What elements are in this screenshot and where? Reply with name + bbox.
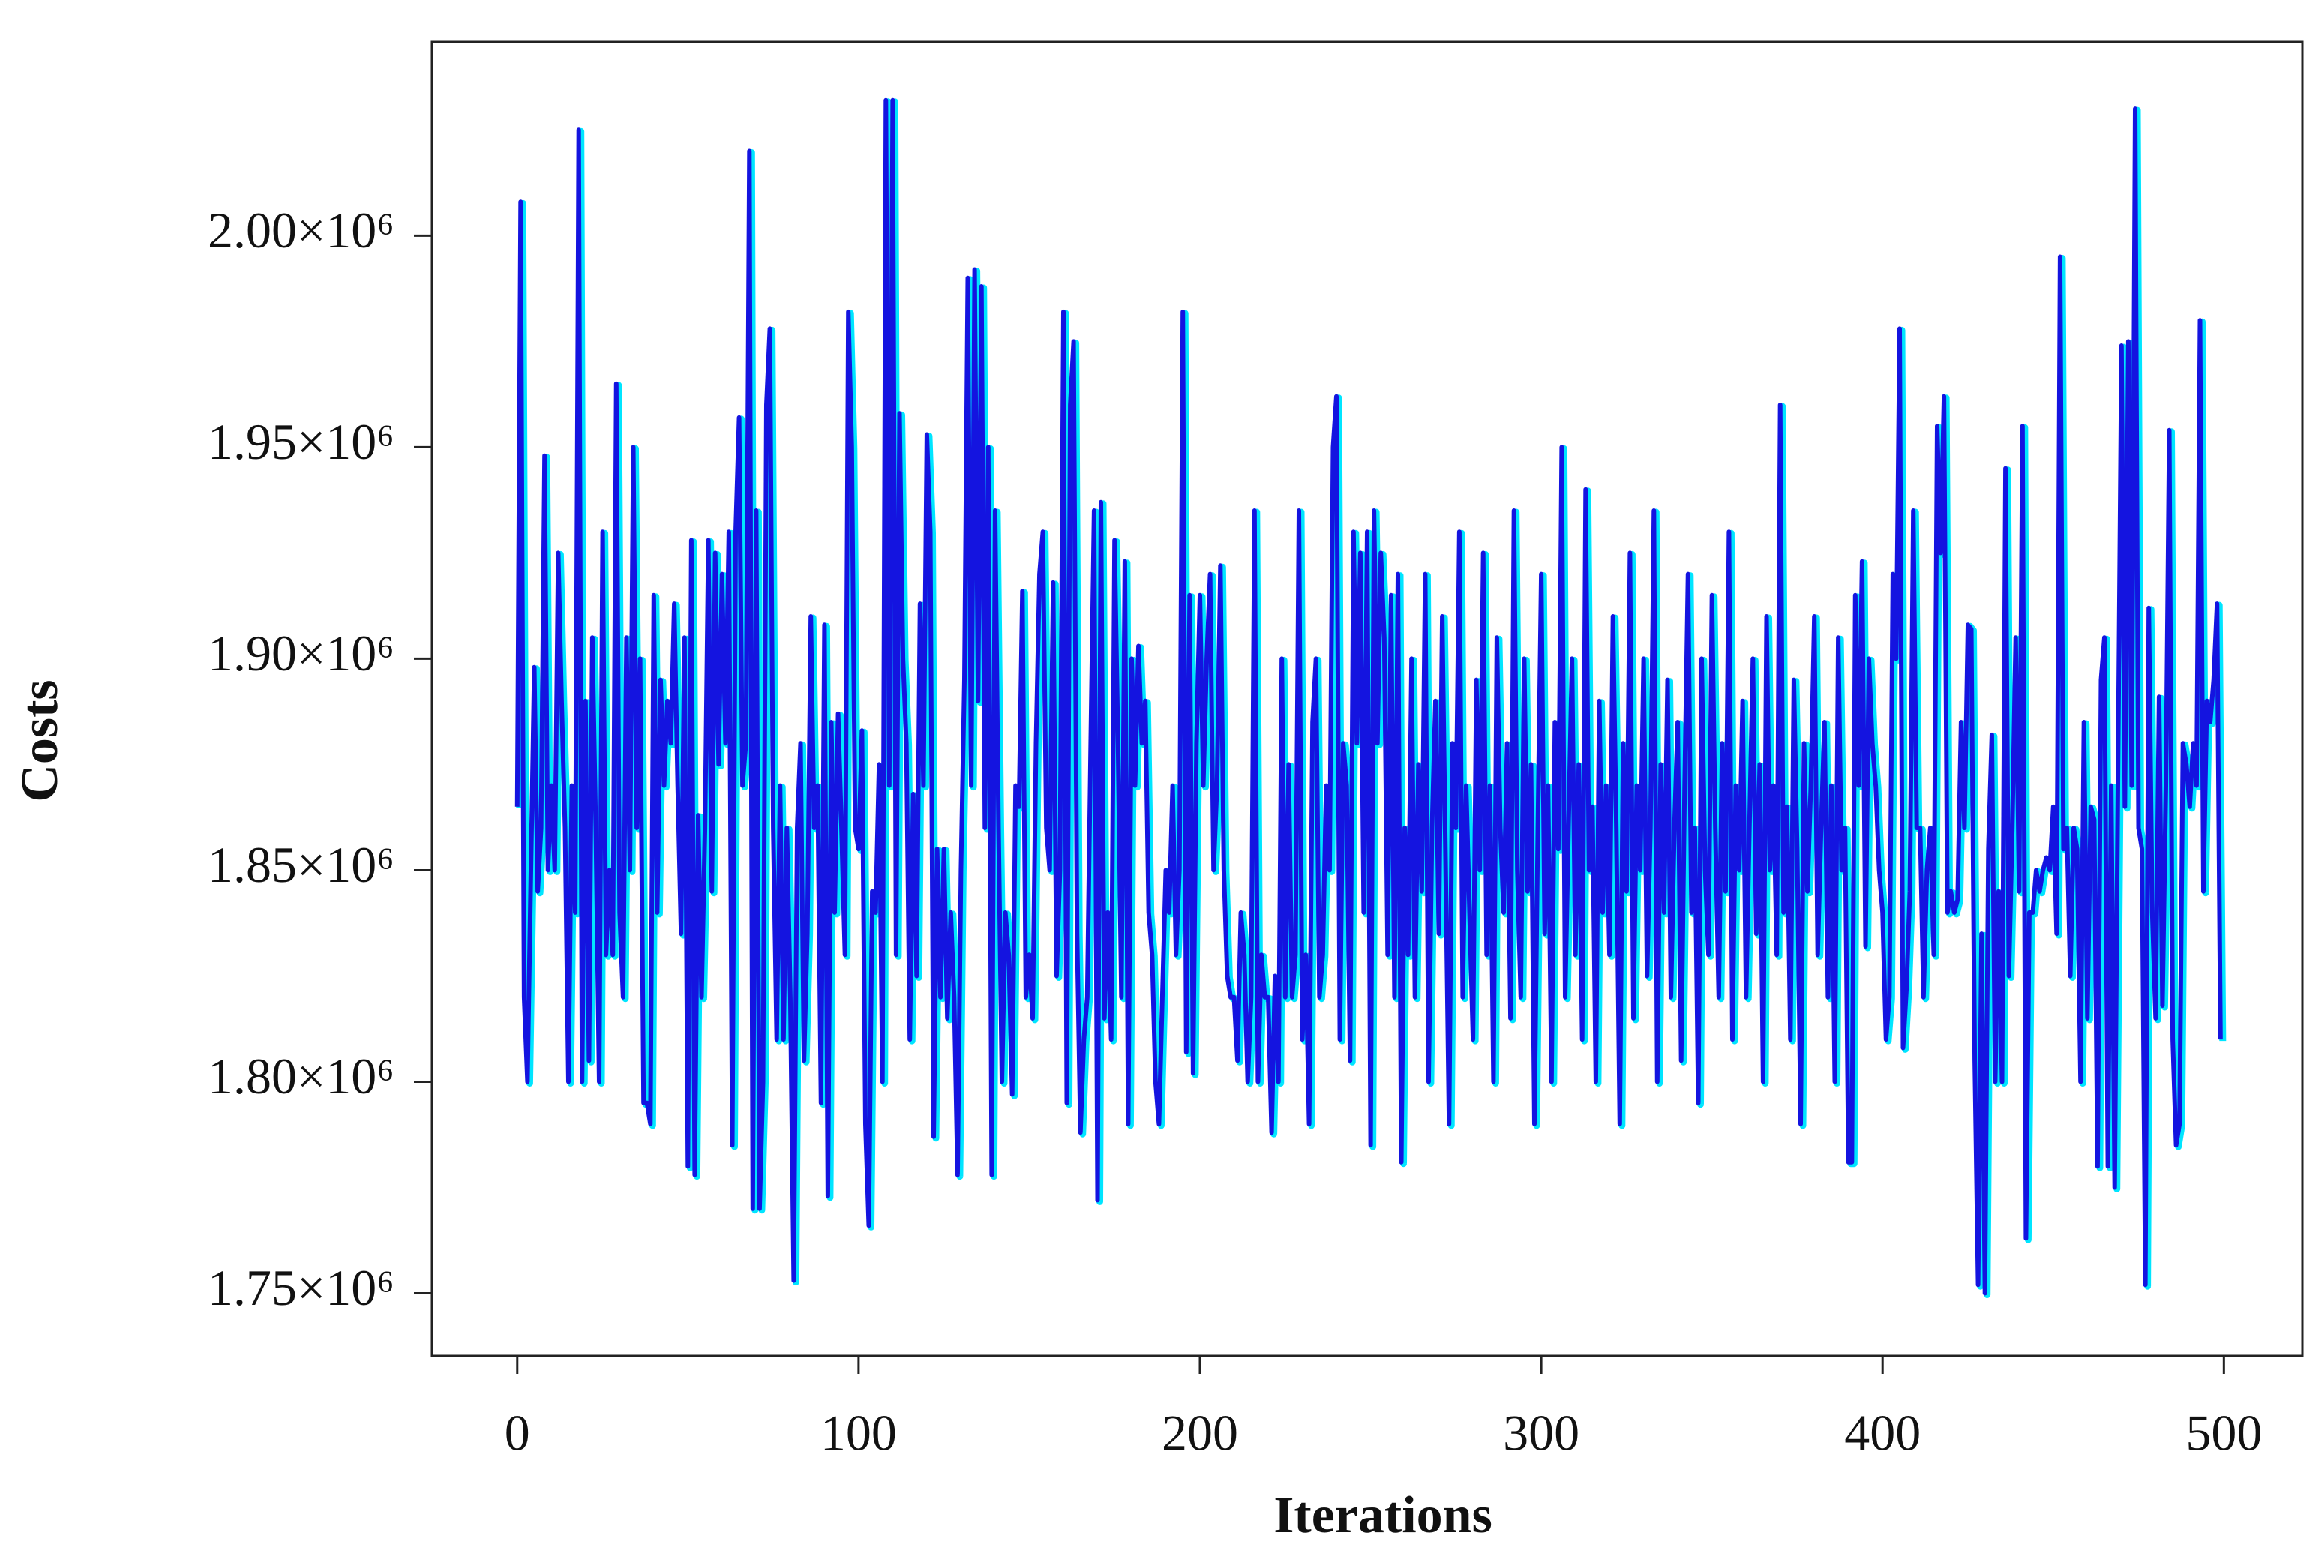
x-tick-label: 100 <box>820 1405 897 1462</box>
y-tick-label: 1.85×10⁶ <box>208 836 394 893</box>
line <box>514 97 2223 1296</box>
x-tick-label: 200 <box>1162 1405 1238 1462</box>
y-tick-label: 1.95×10⁶ <box>208 413 394 470</box>
x-tick-label: 300 <box>1503 1405 1579 1462</box>
y-tick-label: 1.80×10⁶ <box>208 1048 394 1105</box>
y-axis-label: Costs <box>11 679 69 802</box>
x-tick-label: 500 <box>2185 1405 2262 1462</box>
plot-frame <box>430 40 2304 1357</box>
x-axis-label: Iterations <box>1273 1486 1492 1544</box>
y-tick-label: 1.90×10⁶ <box>208 625 394 682</box>
x-tick-label: 0 <box>505 1405 530 1462</box>
y-tick-label: 1.75×10⁶ <box>208 1259 394 1316</box>
y-tick-label: 2.00×10⁶ <box>208 202 394 259</box>
x-tick-label: 400 <box>1844 1405 1921 1462</box>
